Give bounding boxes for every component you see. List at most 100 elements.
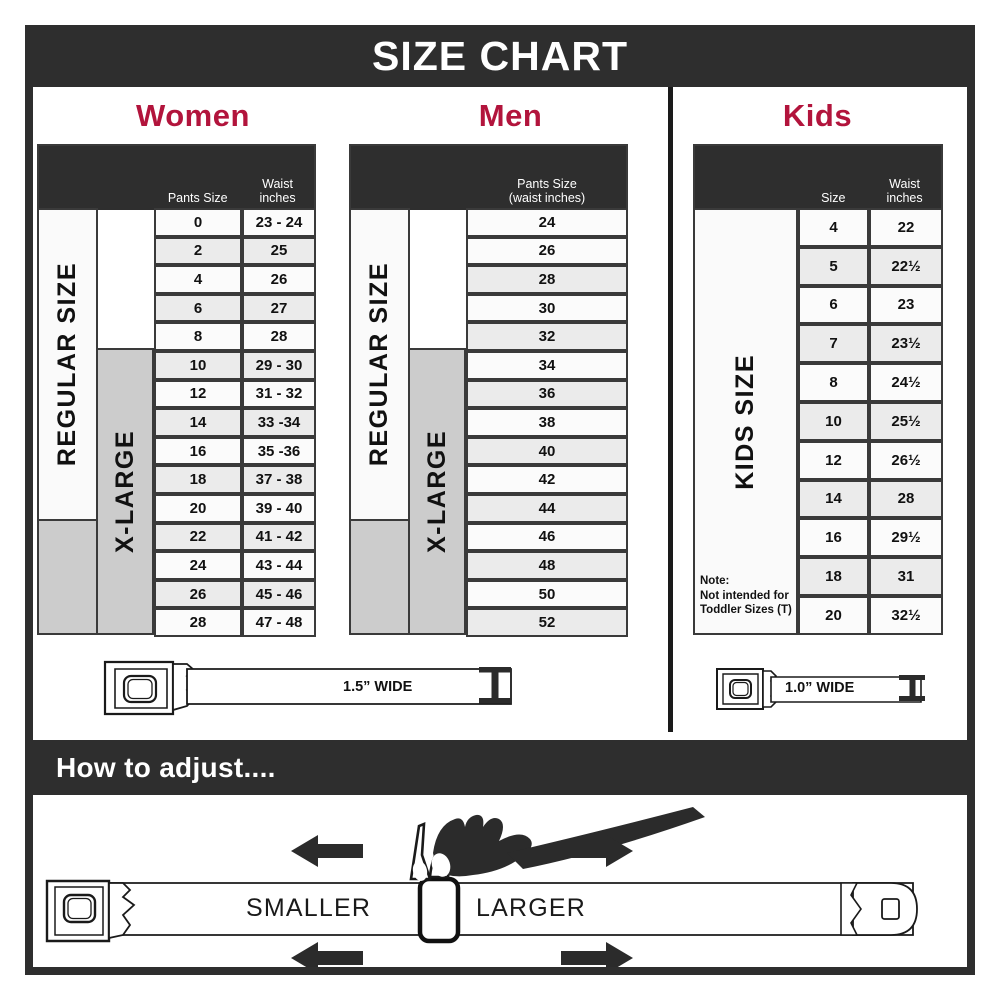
arrow-left-top-icon [291,835,363,867]
cell-size: 24 [154,551,242,580]
cell-size: 38 [466,408,628,437]
adjust-label-larger: LARGER [476,894,587,922]
table-row: 10 29 - 30 [154,350,316,380]
cell-waist: 23½ [869,324,943,364]
cell-waist: 39 - 40 [242,493,316,523]
arrow-right-bottom-icon [561,942,633,974]
cell-waist: 29 - 30 [242,350,316,380]
cell-waist: 35 -36 [242,436,316,466]
how-to-adjust-title: How to adjust.... [56,751,276,783]
cell-size: 12 [798,440,869,480]
cell-size: 6 [154,293,242,323]
women-group-regular-size: REGULAR SIZE [37,208,98,521]
table-row: 6 27 [154,293,316,323]
men-header-pants-size: Pants Size (waist inches) [508,177,586,205]
table-row: 26 [466,236,628,266]
table-row: 10 25½ [798,401,943,441]
cell-waist: 28 [869,479,943,519]
women-header-waist: Waist inches [259,177,296,205]
table-row: 2 25 [154,236,316,266]
cell-size: 16 [798,518,869,558]
cell-size: 46 [466,522,628,552]
women-header-pants-size: Pants Size [167,191,228,205]
cell-waist: 29½ [869,518,943,558]
kids-note: Note: Not intended for Toddler Sizes (T) [700,574,798,618]
cell-waist: 45 - 46 [242,579,316,609]
cell-size: 14 [154,408,242,437]
cell-size: 42 [466,465,628,494]
table-row: 6 23 [798,285,943,325]
women-table-rows: 0 23 - 24 2 25 4 26 6 27 8 28 [154,208,316,637]
cell-size: 28 [154,608,242,637]
belt-width-label-kids: 1.0” WIDE [785,680,855,696]
panel-heading-men: Men [478,98,543,133]
table-row: 4 26 [154,265,316,294]
kids-group-kids-size: KIDS SIZE [693,208,798,635]
table-row: 24 [466,208,628,237]
men-header-spacer [351,146,468,210]
panel-women: Women Pants Size Waist inches [33,87,512,732]
cell-size: 48 [466,551,628,580]
table-row: 28 47 - 48 [154,608,316,637]
how-to-adjust-bar: How to adjust.... [33,740,967,795]
belt-width-label-adult: 1.5” WIDE [343,679,413,695]
cell-size: 10 [154,350,242,380]
cell-waist: 22 [869,208,943,247]
cell-waist: 32½ [869,595,943,635]
hand-icon [409,807,705,881]
kids-header-size: Size [821,191,846,205]
size-panels: Women Pants Size Waist inches [33,87,967,732]
panel-men: Men Pants Size (waist inches) REGULAR SI… [349,87,673,732]
cell-size: 24 [466,208,628,237]
cell-size: 18 [798,557,869,596]
cell-waist: 47 - 48 [242,608,316,637]
table-row: 38 [466,408,628,437]
cell-size: 7 [798,324,869,364]
table-row: 16 35 -36 [154,436,316,466]
kids-note-line-2: Not intended for [700,589,789,602]
men-table-header: Pants Size (waist inches) [351,146,626,210]
arrow-right-top-icon [561,835,633,867]
table-row: 8 24½ [798,363,943,402]
cell-waist: 26 [242,265,316,294]
cell-size: 26 [154,579,242,609]
cell-size: 12 [154,379,242,409]
cell-size: 10 [798,401,869,441]
cell-size: 32 [466,322,628,351]
belt-width-diagram-adult [103,660,512,716]
cell-waist: 26½ [869,440,943,480]
table-row: 16 29½ [798,518,943,558]
kids-header-spacer [695,146,798,210]
cell-size: 2 [154,236,242,266]
cell-size: 26 [466,236,628,266]
cell-size: 22 [154,522,242,552]
table-row: 34 [466,350,628,380]
table-row: 22 41 - 42 [154,522,316,552]
women-group-xlarge: X-LARGE [96,348,154,635]
how-to-adjust-illustration: SMALLER LARGER [33,795,967,974]
belt-adjust-diagram [45,807,918,974]
cell-waist: 24½ [869,363,943,402]
table-row: 7 23½ [798,324,943,364]
cell-size: 50 [466,579,628,609]
table-row: 18 37 - 38 [154,465,316,494]
cell-waist: 31 - 32 [242,379,316,409]
panel-heading-kids: Kids [782,98,853,133]
cell-size: 18 [154,465,242,494]
cell-size: 30 [466,293,628,323]
cell-size: 44 [466,493,628,523]
table-row: 0 23 - 24 [154,208,316,237]
cell-waist: 27 [242,293,316,323]
table-row: 48 [466,551,628,580]
table-row: 4 22 [798,208,943,247]
table-row: 20 32½ [798,595,943,635]
cell-size: 28 [466,265,628,294]
table-row: 20 39 - 40 [154,493,316,523]
cell-waist: 25 [242,236,316,266]
cell-size: 40 [466,436,628,466]
table-row: 26 45 - 46 [154,579,316,609]
cell-size: 6 [798,285,869,325]
cell-size: 4 [154,265,242,294]
table-row: 18 31 [798,557,943,596]
